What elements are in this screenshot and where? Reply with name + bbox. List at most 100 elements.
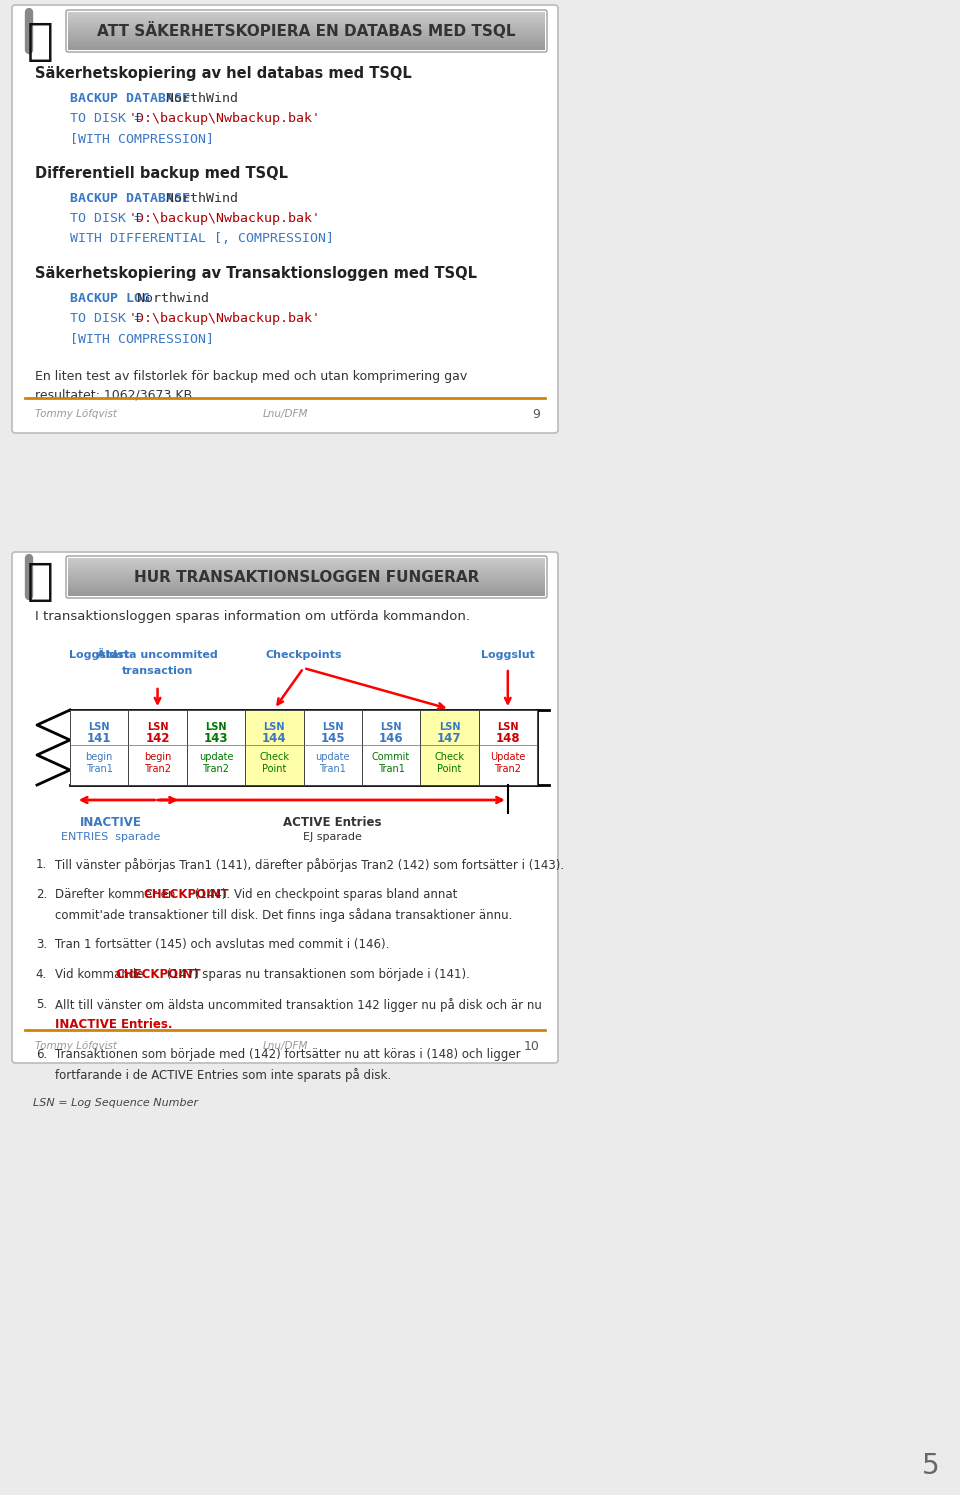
Text: EJ sparade: EJ sparade	[303, 833, 362, 842]
Text: Tran2: Tran2	[494, 764, 521, 774]
Text: Säkerhetskopiering av hel databas med TSQL: Säkerhetskopiering av hel databas med TS…	[35, 66, 412, 81]
Text: Commit: Commit	[372, 752, 410, 761]
FancyBboxPatch shape	[12, 552, 558, 1063]
Bar	[68, 571, 545, 573]
Text: En liten test av filstorlek för backup med och utan komprimering gav: En liten test av filstorlek för backup m…	[35, 369, 468, 383]
Text: update: update	[316, 752, 350, 761]
Text: 5: 5	[923, 1452, 940, 1480]
Text: Tran1: Tran1	[320, 764, 347, 774]
Text: Tran2: Tran2	[203, 764, 229, 774]
Text: I transaktionsloggen sparas information om utförda kommandon.: I transaktionsloggen sparas information …	[35, 610, 470, 623]
Bar	[68, 19, 545, 21]
Bar	[479, 710, 537, 785]
Bar	[68, 42, 545, 45]
Text: 147: 147	[437, 733, 462, 745]
Text: LSN: LSN	[88, 722, 110, 733]
Text: Check: Check	[435, 752, 465, 761]
Text: Point: Point	[437, 764, 462, 774]
Bar	[68, 591, 545, 592]
Text: begin: begin	[85, 752, 113, 761]
Bar	[187, 710, 245, 785]
Bar	[68, 40, 545, 42]
Text: Checkpoints: Checkpoints	[265, 650, 342, 659]
Bar	[68, 558, 545, 561]
Text: 1.: 1.	[36, 858, 47, 872]
Text: 'D:\backup\Nwbackup.bak': 'D:\backup\Nwbackup.bak'	[129, 212, 321, 226]
Text: 10: 10	[524, 1039, 540, 1052]
Bar	[68, 24, 545, 25]
Text: LSN: LSN	[264, 722, 285, 733]
Text: 🌲: 🌲	[27, 19, 54, 63]
Text: Tran1: Tran1	[377, 764, 404, 774]
Bar	[68, 568, 545, 570]
Text: CHECKPOINT: CHECKPOINT	[144, 888, 229, 901]
Bar	[68, 583, 545, 585]
Bar	[68, 48, 545, 49]
Text: Tommy Löfqvist: Tommy Löfqvist	[35, 1041, 117, 1051]
Bar	[68, 34, 545, 37]
Bar	[68, 16, 545, 18]
Bar	[68, 18, 545, 19]
Bar	[68, 592, 545, 594]
Text: Äldsta uncommited: Äldsta uncommited	[97, 650, 218, 661]
Text: 145: 145	[321, 733, 345, 745]
Bar	[68, 37, 545, 39]
Text: TO DISK =: TO DISK =	[70, 212, 150, 226]
Text: Tommy Löfqvist: Tommy Löfqvist	[35, 410, 117, 419]
Text: NorthWind: NorthWind	[158, 93, 238, 105]
Bar	[70, 710, 129, 785]
Text: 'D:\backup\Nwbackup.bak': 'D:\backup\Nwbackup.bak'	[129, 312, 321, 324]
Text: Northwind: Northwind	[129, 292, 209, 305]
Bar	[68, 576, 545, 577]
Text: 🌲: 🌲	[27, 561, 54, 602]
Bar	[68, 580, 545, 583]
Text: TO DISK =: TO DISK =	[70, 312, 150, 324]
Text: Till vänster påbörjas Tran1 (141), därefter påbörjas Tran2 (142) som fortsätter : Till vänster påbörjas Tran1 (141), däref…	[55, 858, 564, 872]
Bar	[68, 33, 545, 34]
Text: BACKUP LOG: BACKUP LOG	[70, 292, 150, 305]
Text: resultatet: 1062/3673 KB: resultatet: 1062/3673 KB	[35, 389, 192, 401]
Text: begin: begin	[144, 752, 171, 761]
Text: LSN: LSN	[147, 722, 168, 733]
Text: Allt till vänster om äldsta uncommited transaktion 142 ligger nu på disk och är : Allt till vänster om äldsta uncommited t…	[55, 999, 541, 1012]
Bar	[68, 39, 545, 40]
Text: 2.: 2.	[36, 888, 47, 901]
Text: Transaktionen som började med (142) fortsätter nu att köras i (148) och ligger: Transaktionen som började med (142) fort…	[55, 1048, 520, 1061]
Text: Loggstart: Loggstart	[69, 650, 130, 659]
Text: ATT SÄKERHETSKOPIERA EN DATABAS MED TSQL: ATT SÄKERHETSKOPIERA EN DATABAS MED TSQL	[97, 22, 516, 39]
Text: CHECKPOINT: CHECKPOINT	[116, 967, 202, 981]
Text: Vid kommande: Vid kommande	[55, 967, 147, 981]
Text: Differentiell backup med TSQL: Differentiell backup med TSQL	[35, 166, 288, 181]
Text: Update: Update	[491, 752, 525, 761]
Text: TO DISK =: TO DISK =	[70, 112, 150, 126]
Bar	[303, 710, 362, 785]
Bar	[68, 28, 545, 31]
Text: Lnu/DFM: Lnu/DFM	[262, 1041, 308, 1051]
Text: LSN = Log Sequence Number: LSN = Log Sequence Number	[33, 1097, 198, 1108]
Text: 142: 142	[145, 733, 170, 745]
Bar	[68, 577, 545, 579]
Text: 144: 144	[262, 733, 287, 745]
Text: ACTIVE Entries: ACTIVE Entries	[283, 816, 382, 830]
Text: (144). Vid en checkpoint sparas bland annat: (144). Vid en checkpoint sparas bland an…	[191, 888, 457, 901]
Text: transaction: transaction	[122, 665, 193, 676]
Bar	[68, 573, 545, 576]
Text: 3.: 3.	[36, 937, 47, 951]
Text: 141: 141	[87, 733, 111, 745]
Text: ENTRIES  sparade: ENTRIES sparade	[61, 833, 160, 842]
Bar	[245, 710, 303, 785]
Text: 'D:\backup\Nwbackup.bak': 'D:\backup\Nwbackup.bak'	[129, 112, 321, 126]
Bar	[68, 594, 545, 597]
Text: fortfarande i de ACTIVE Entries som inte sparats på disk.: fortfarande i de ACTIVE Entries som inte…	[55, 1067, 391, 1082]
Text: INACTIVE: INACTIVE	[80, 816, 142, 830]
Bar	[129, 710, 187, 785]
Text: 4.: 4.	[36, 967, 47, 981]
Text: Säkerhetskopiering av Transaktionsloggen med TSQL: Säkerhetskopiering av Transaktionsloggen…	[35, 266, 477, 281]
Text: 148: 148	[495, 733, 520, 745]
Bar	[68, 586, 545, 589]
Bar	[68, 13, 545, 16]
Text: LSN: LSN	[205, 722, 227, 733]
Text: LSN: LSN	[322, 722, 344, 733]
Bar	[68, 31, 545, 33]
Bar	[68, 564, 545, 565]
